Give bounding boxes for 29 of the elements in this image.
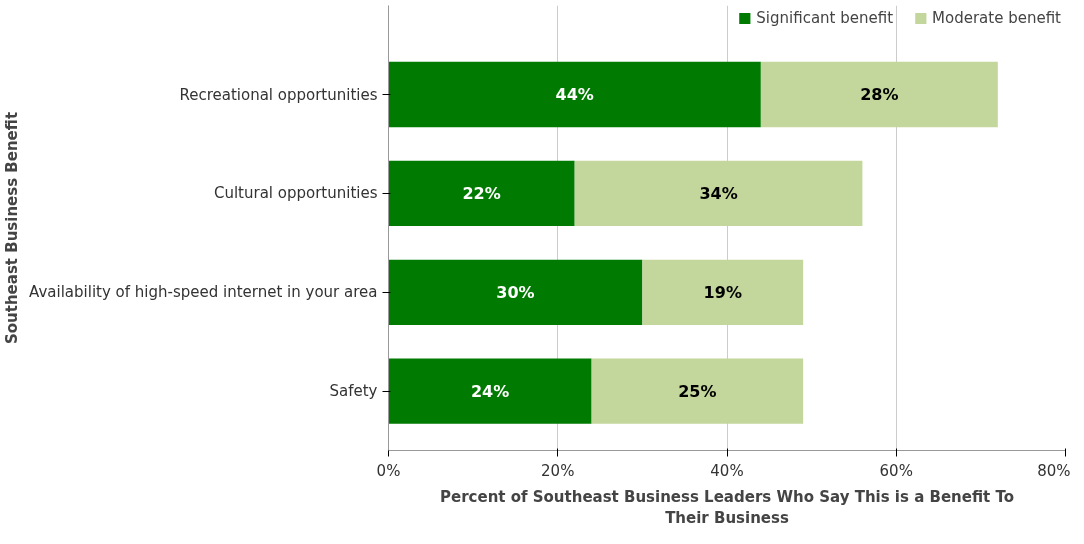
- bar: [591, 358, 804, 424]
- text: 22%: [462, 183, 501, 203]
- bar: [388, 358, 592, 424]
- text: 28%: [860, 85, 899, 104]
- bar: [388, 61, 761, 128]
- x-tick-label: 0%: [376, 461, 401, 480]
- x-tick-label: 60%: [879, 461, 913, 480]
- text: 24%: [470, 381, 510, 401]
- text: 25%: [678, 381, 717, 401]
- y-tick-label: Availability of high-speed internet in your area: [29, 283, 378, 302]
- y-tick-label: Recreational opportunities: [179, 85, 378, 104]
- x-tick-label: 40%: [710, 461, 744, 480]
- text: 19%: [703, 282, 742, 302]
- legend-label: Moderate benefit: [932, 9, 1061, 27]
- text: 34%: [699, 183, 738, 203]
- y-tick-label: Safety: [329, 382, 378, 401]
- x-tick-label: 20%: [541, 461, 575, 480]
- x-axis-title: Percent of Southeast Business Leaders Who Say This is a Benefit To Their Business: [440, 487, 1014, 528]
- x-tick-label: 80%: [1037, 461, 1071, 480]
- legend-label: Significant benefit: [756, 9, 894, 27]
- bar: [760, 61, 998, 128]
- bar: [642, 259, 804, 325]
- text: 44%: [555, 85, 594, 104]
- y-tick-label: Cultural opportunities: [213, 184, 378, 203]
- text: 30%: [496, 282, 535, 302]
- bar: [388, 160, 575, 227]
- bar: [388, 259, 643, 325]
- y-axis-title: Southeast Business Benefit: [3, 111, 22, 345]
- bar: [574, 160, 863, 227]
